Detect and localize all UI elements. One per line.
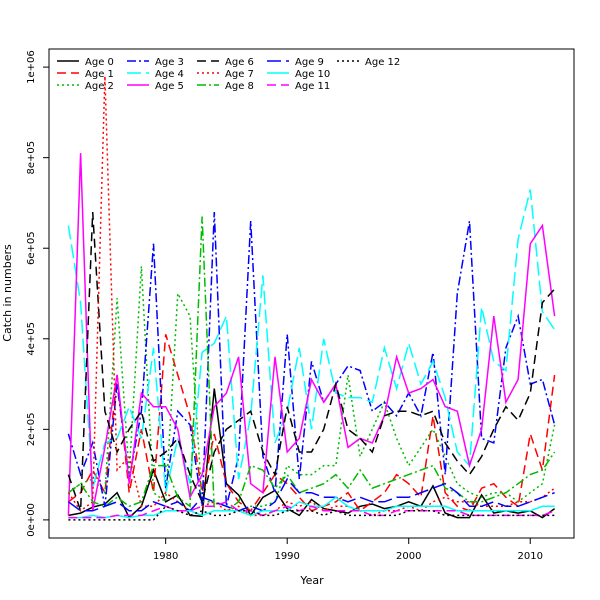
- legend-label: Age 11: [295, 81, 330, 92]
- legend-label: Age 10: [295, 69, 330, 80]
- series-line-age-12: [68, 505, 555, 521]
- y-tick-label: 4e+05: [26, 322, 37, 356]
- legend-label: Age 8: [225, 81, 254, 92]
- series-line-age-9: [67, 477, 555, 512]
- series-line-age-2: [67, 266, 556, 512]
- legend-label: Age 12: [365, 57, 400, 68]
- y-tick-label: 8e+05: [26, 141, 37, 175]
- x-axis-title: Year: [299, 574, 324, 587]
- x-axis: 1980 1990 2000 2010: [153, 538, 543, 562]
- y-axis: 0e+00 2e+05 4e+05 6e+05 8e+05 1e+06: [26, 50, 49, 537]
- legend-label: Age 4: [155, 69, 184, 80]
- series-line-age-5: [67, 153, 556, 516]
- y-tick-label: 0e+00: [26, 503, 37, 537]
- legend-label: Age 5: [155, 81, 184, 92]
- series-line-age-4: [67, 189, 556, 493]
- plot-frame: [48, 48, 575, 539]
- series-line-age-6: [67, 211, 556, 512]
- y-tick-label: 6e+05: [26, 231, 37, 265]
- legend-label: Age 7: [225, 69, 254, 80]
- legend-label: Age 2: [85, 81, 114, 92]
- y-axis-title: Catch in numbers: [1, 244, 14, 342]
- y-tick-label: 1e+06: [26, 50, 37, 84]
- y-tick-label: 2e+05: [26, 413, 37, 447]
- series-line-age-7: [67, 76, 556, 517]
- legend-label: Age 0: [85, 57, 114, 68]
- series-layer: [67, 76, 556, 521]
- x-tick-label: 2000: [396, 551, 421, 562]
- legend-label: Age 1: [85, 69, 114, 80]
- legend-label: Age 9: [295, 57, 324, 68]
- series-line-age-3: [67, 211, 556, 507]
- x-tick-label: 1990: [274, 551, 299, 562]
- series-line-age-11: [68, 500, 555, 519]
- series-line-age-8: [67, 216, 556, 512]
- legend-label: Age 6: [225, 57, 254, 68]
- x-tick-label: 1980: [153, 551, 178, 562]
- legend-label: Age 3: [155, 57, 184, 68]
- x-tick-label: 2010: [518, 551, 543, 562]
